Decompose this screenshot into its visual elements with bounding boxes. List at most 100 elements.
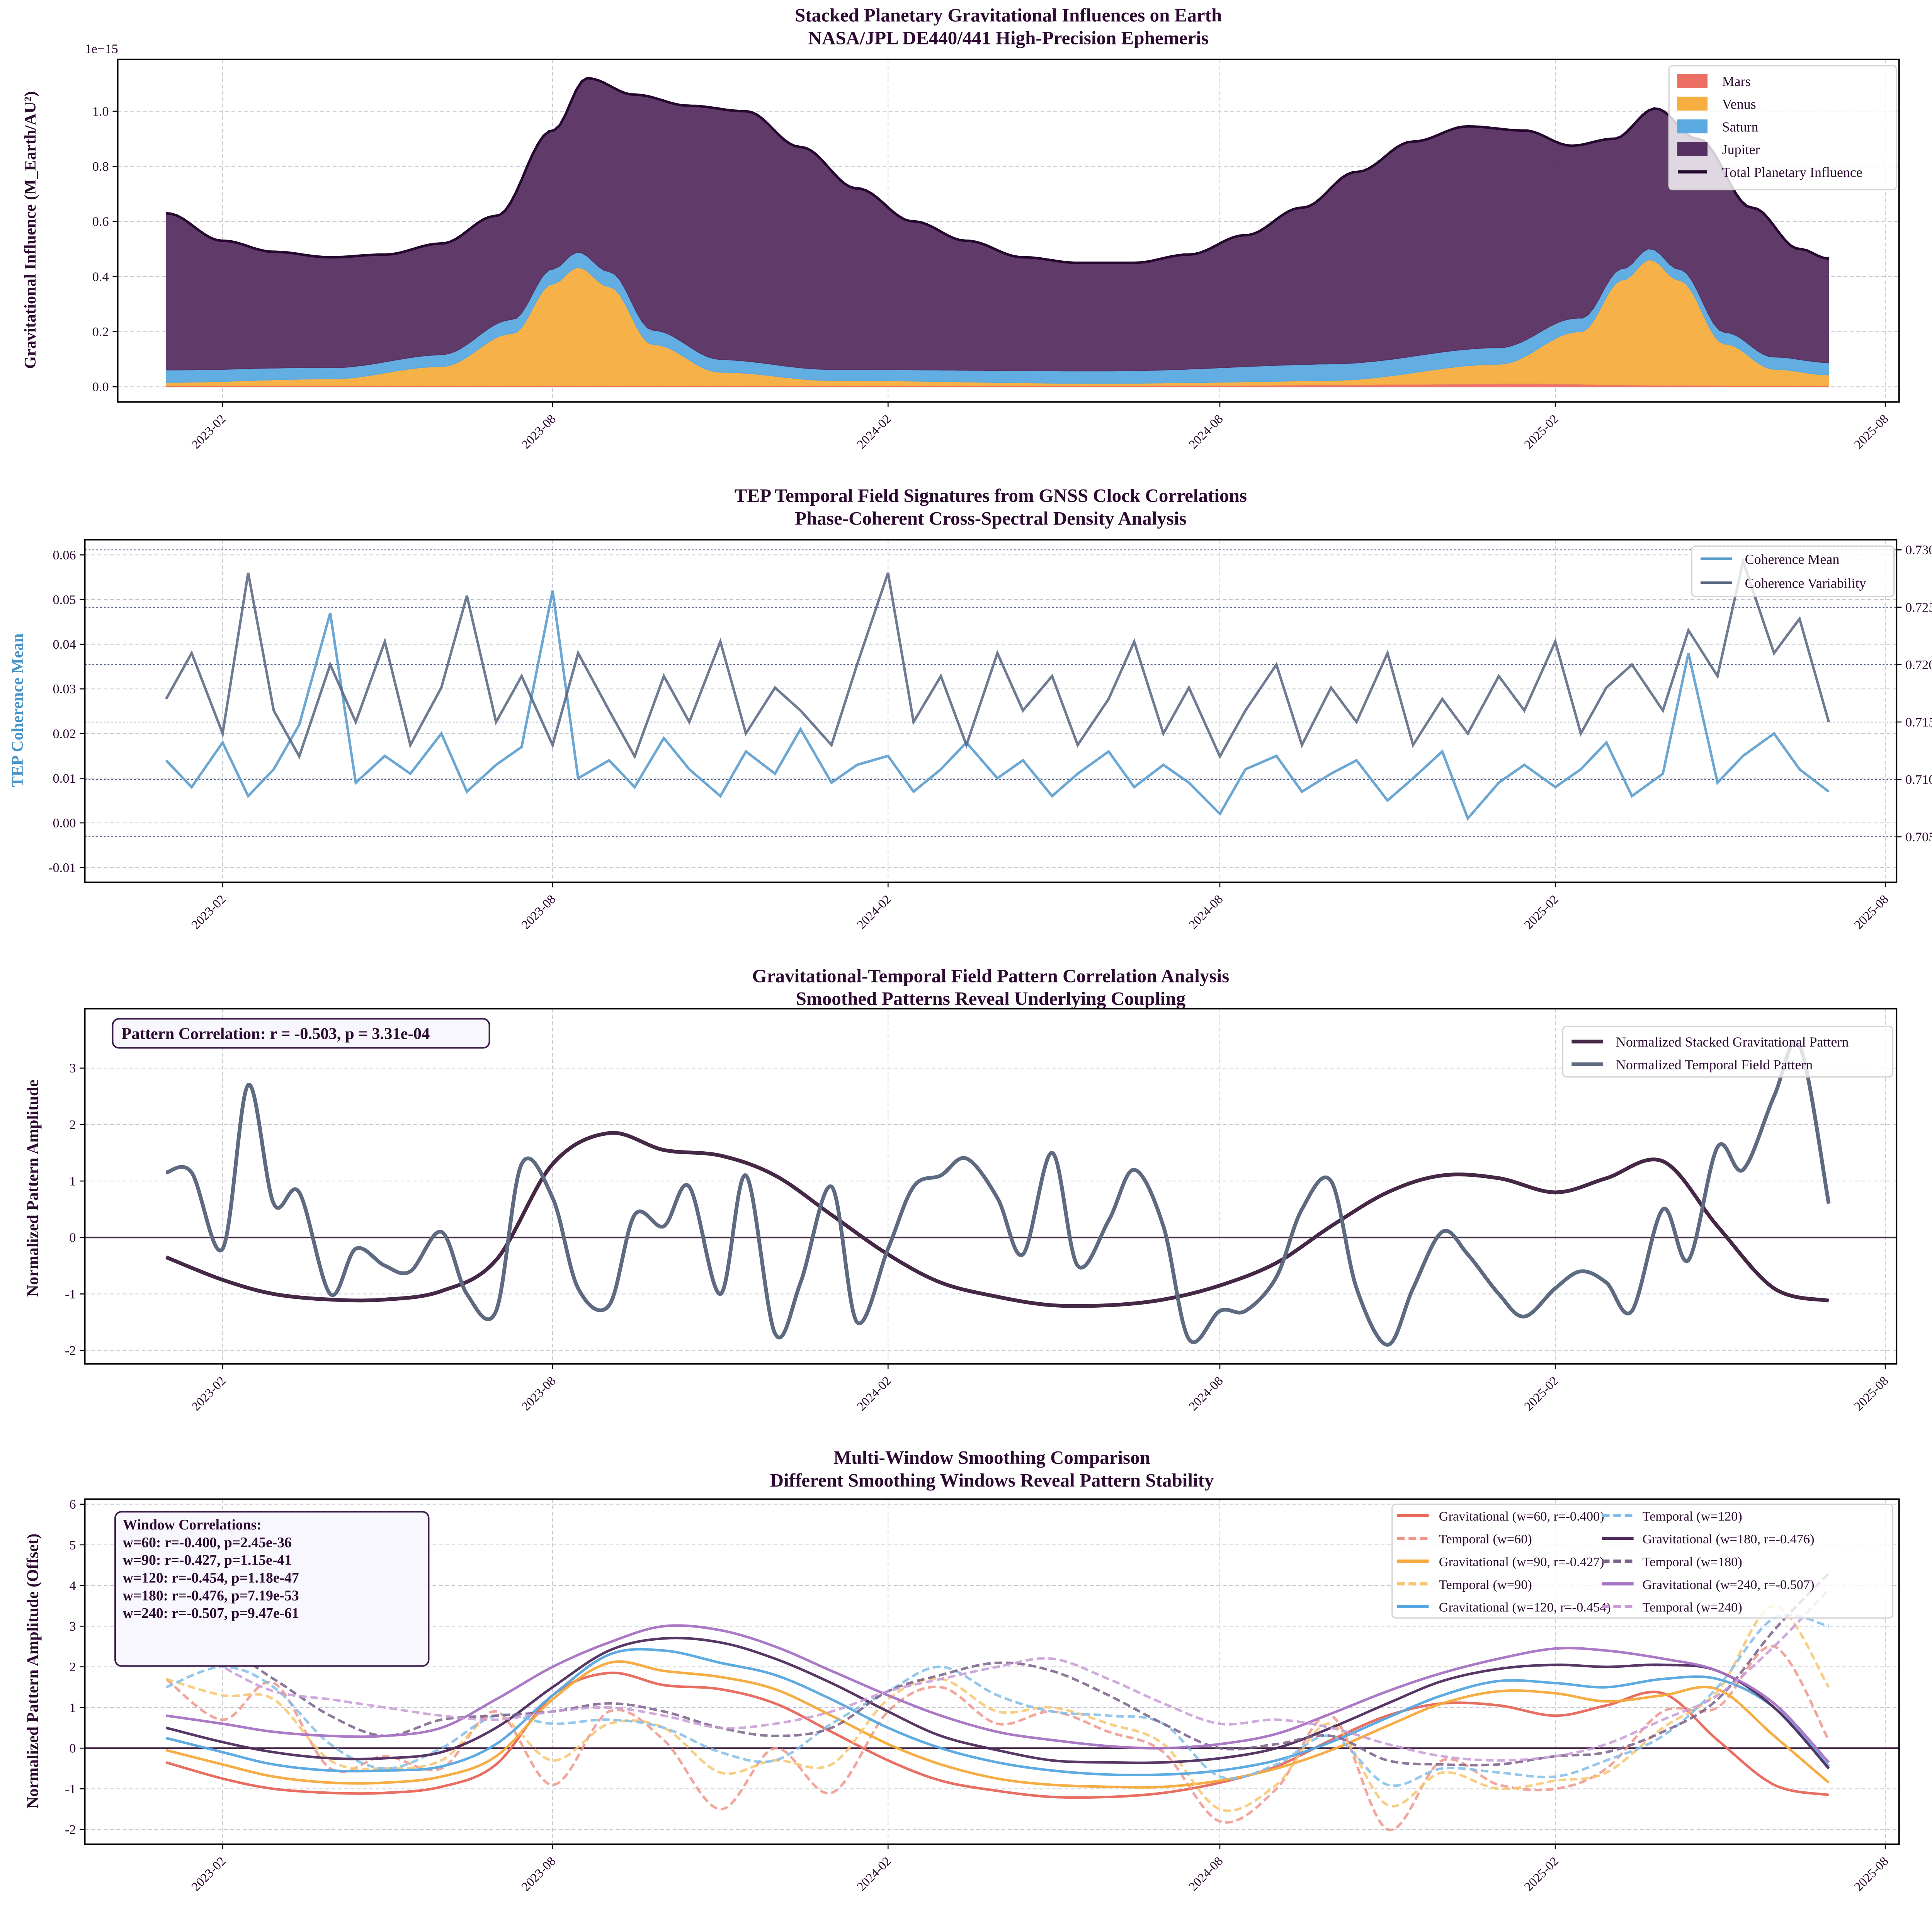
y-tick-label: -1 [65, 1782, 76, 1796]
annotation-box [112, 1018, 490, 1049]
x-tick-label: 2023-08 [519, 892, 559, 932]
legend-label: Gravitational (w=120, r=-0.454) [1439, 1600, 1611, 1615]
y-tick-label: 3 [69, 1061, 76, 1076]
legend-label: Jupiter [1722, 142, 1760, 157]
x-tick-label: 2023-02 [189, 892, 229, 932]
panel-1: Stacked Planetary Gravitational Influenc… [21, 5, 1900, 452]
y-tick-label: 0.00 [53, 816, 76, 830]
x-tick-label: 2023-02 [189, 1374, 229, 1414]
y-tick-label: 0.05 [53, 592, 76, 607]
window-correlation-line: w=60: r=-0.400, p=2.45e-36 [123, 1534, 292, 1551]
temporal-line [165, 1589, 1830, 1762]
correlation-annotation: Pattern Correlation: r = -0.503, p = 3.3… [121, 1025, 430, 1043]
legend-label: Normalized Stacked Gravitational Pattern [1616, 1034, 1849, 1050]
gravitational-line [166, 1648, 1830, 1776]
x-tick-label: 2024-02 [854, 412, 894, 452]
panel-title: Smoothed Patterns Reveal Underlying Coup… [796, 988, 1186, 1009]
gravitational-line [166, 1660, 1830, 1789]
y-right-tick-label: 0.720 [1905, 658, 1932, 672]
plot-frame [84, 1008, 1898, 1365]
panel-title: Different Smoothing Windows Reveal Patte… [770, 1470, 1214, 1491]
series-line-coherence-variability [165, 556, 1830, 760]
y-tick-label: 1 [69, 1700, 76, 1715]
y-tick-label: 0.01 [53, 771, 76, 786]
panel-title: TEP Temporal Field Signatures from GNSS … [735, 485, 1247, 506]
temporal-line [165, 1604, 1830, 1812]
y-axis-label: TEP Coherence Mean [9, 634, 27, 787]
y-tick-label: 0 [69, 1741, 76, 1756]
y-tick-label: 0.4 [92, 269, 109, 284]
y-tick-label: -0.01 [48, 860, 76, 875]
window-correlation-line: w=240: r=-0.507, p=9.47e-61 [123, 1605, 299, 1621]
y-tick-label: 0 [69, 1230, 76, 1245]
temporal-line [165, 1645, 1830, 1832]
y-right-tick-label: 0.725 [1905, 600, 1932, 615]
y-tick-label: 6 [69, 1497, 76, 1512]
plot-frame [84, 539, 1898, 883]
x-tick-label: 2025-08 [1852, 412, 1891, 452]
legend-label: Coherence Mean [1745, 551, 1840, 567]
legend [1668, 65, 1897, 190]
window-correlation-line: w=90: r=-0.427, p=1.15e-41 [123, 1552, 292, 1568]
window-correlation-line: w=120: r=-0.454, p=1.18e-47 [123, 1570, 299, 1586]
legend-label: Temporal (w=240) [1643, 1600, 1742, 1615]
legend-label: Gravitational (w=60, r=-0.400) [1439, 1509, 1604, 1524]
window-correlation-line: w=180: r=-0.476, p=7.19e-53 [123, 1587, 299, 1604]
panel-title: Phase-Coherent Cross-Spectral Density An… [795, 508, 1187, 529]
panel-title: Stacked Planetary Gravitational Influenc… [795, 5, 1222, 26]
legend-label: Saturn [1722, 119, 1759, 134]
legend-label: Temporal (w=90) [1439, 1577, 1532, 1592]
x-tick-label: 2024-08 [1186, 1854, 1226, 1894]
plot-frame [117, 58, 1900, 403]
y-tick-label: 1.0 [92, 104, 109, 119]
x-tick-label: 2024-02 [854, 1374, 894, 1414]
y-tick-label: 0.06 [53, 548, 76, 562]
plot-frame [84, 1498, 1900, 1845]
y-right-tick-label: 0.715 [1905, 715, 1932, 729]
legend-swatch [1677, 119, 1708, 134]
gravitational-line [166, 1624, 1830, 1764]
grid [85, 540, 1897, 882]
y-tick-label: 0.03 [53, 682, 76, 697]
y-tick-label: -2 [65, 1822, 76, 1837]
y-tick-label: 3 [69, 1619, 76, 1634]
legend-label: Normalized Temporal Field Pattern [1616, 1057, 1813, 1072]
x-tick-label: 2025-02 [1522, 412, 1561, 452]
y-tick-label: 2 [69, 1117, 76, 1132]
panel-title: NASA/JPL DE440/441 High-Precision Epheme… [808, 27, 1209, 49]
x-tick-label: 2025-02 [1522, 1374, 1561, 1414]
x-tick-label: 2025-02 [1522, 892, 1561, 932]
total-influence-line [166, 76, 1829, 264]
window-correlations-box [114, 1511, 430, 1667]
y-tick-label: -1 [65, 1287, 76, 1302]
gravitational-line [166, 1671, 1829, 1799]
legend-label: Gravitational (w=240, r=-0.507) [1643, 1577, 1815, 1592]
legend-label: Gravitational (w=90, r=-0.427) [1439, 1555, 1604, 1569]
x-tick-label: 2023-02 [189, 1854, 229, 1894]
y-right-tick-label: 0.705 [1905, 829, 1932, 844]
legend-label: Total Planetary Influence [1722, 165, 1862, 180]
y-axis-label: Normalized Pattern Amplitude (Offset) [24, 1534, 42, 1809]
panel-title: Multi-Window Smoothing Comparison [833, 1447, 1150, 1468]
y-tick-label: 1 [69, 1174, 76, 1189]
x-tick-label: 2025-08 [1852, 1374, 1891, 1414]
x-tick-label: 2025-08 [1852, 1854, 1891, 1894]
panel-3: Gravitational-Temporal Field Pattern Cor… [24, 965, 1898, 1414]
x-tick-label: 2024-08 [1186, 412, 1226, 452]
legend [1562, 1026, 1894, 1078]
y-tick-label: 5 [69, 1538, 76, 1552]
y-axis-label: Gravitational Influence (M_Earth/AU²) [21, 91, 39, 369]
temporal-pattern-line [165, 1040, 1831, 1347]
y-tick-label: 0.02 [53, 726, 76, 741]
legend-label: Gravitational (w=180, r=-0.476) [1643, 1532, 1815, 1546]
y-tick-label: -2 [65, 1343, 76, 1358]
x-tick-label: 2025-02 [1522, 1854, 1561, 1894]
x-tick-label: 2023-08 [519, 1374, 559, 1414]
y-axis-label: Normalized Pattern Amplitude [24, 1080, 42, 1297]
gravitational-line [166, 1636, 1830, 1769]
x-tick-label: 2025-08 [1852, 892, 1891, 932]
y-tick-label: 0.2 [92, 325, 109, 339]
y-right-tick-label: 0.710 [1905, 772, 1932, 787]
legend-label: Venus [1722, 96, 1756, 112]
